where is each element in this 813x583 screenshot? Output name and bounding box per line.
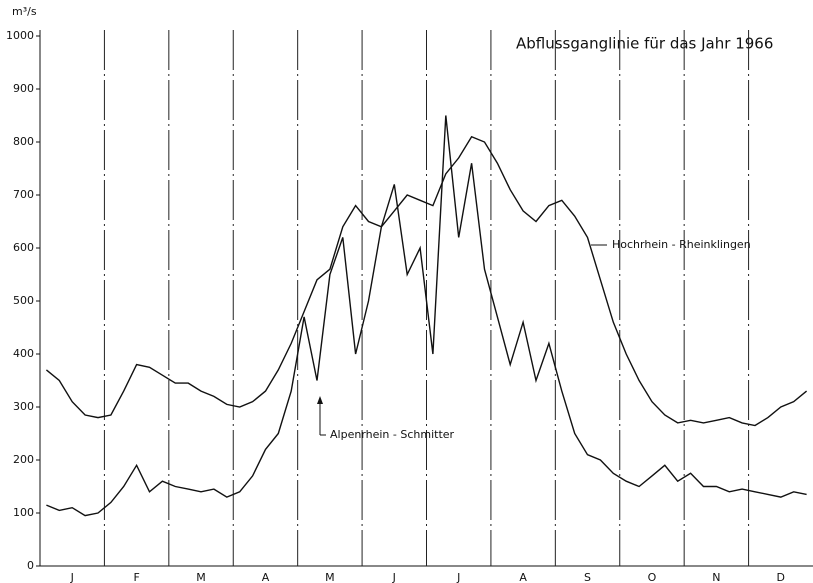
x-tick-label: M [325, 571, 335, 583]
y-tick-label: 300 [13, 400, 34, 413]
y-tick-label: 900 [13, 82, 34, 95]
x-tick-label: A [519, 571, 527, 583]
y-tick-label: 700 [13, 188, 34, 201]
y-tick-label: 200 [13, 453, 34, 466]
chart-title: Abflussganglinie für das Jahr 1966 [516, 35, 773, 53]
x-tick-label: M [196, 571, 206, 583]
x-tick-label: A [262, 571, 270, 583]
series-annotation: Hochrhein - Rheinklingen [612, 238, 751, 251]
x-tick-label: J [392, 571, 396, 583]
y-tick-label: 600 [13, 241, 34, 254]
y-tick-label: 1000 [6, 29, 34, 42]
x-tick-label: J [456, 571, 460, 583]
series-line [45, 135, 808, 427]
x-tick-label: N [712, 571, 720, 583]
y-axis-label: m³/s [12, 5, 37, 18]
y-tick-label: 500 [13, 294, 34, 307]
y-tick-label: 100 [13, 506, 34, 519]
y-tick-label: 0 [27, 559, 34, 572]
y-tick-label: 400 [13, 347, 34, 360]
x-tick-label: F [133, 571, 139, 583]
x-tick-label: S [584, 571, 591, 583]
series-annotation: Alpenrhein - Schmitter [330, 428, 455, 441]
y-tick-label: 800 [13, 135, 34, 148]
x-tick-label: O [648, 571, 657, 583]
x-tick-label: D [777, 571, 785, 583]
series-line [46, 115, 807, 517]
x-tick-label: J [70, 571, 74, 583]
arrow-head [317, 396, 323, 404]
